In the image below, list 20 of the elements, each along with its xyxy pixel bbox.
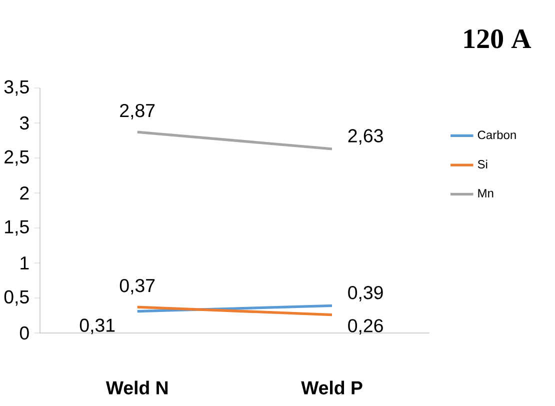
x-tick-label: Weld N	[106, 380, 168, 394]
data-label: 0,31	[80, 318, 115, 334]
y-tick-label: 0	[20, 326, 29, 340]
legend-label: Carbon	[478, 130, 516, 140]
data-label: 0,37	[120, 278, 155, 294]
y-tick-label: 0,5	[4, 290, 29, 306]
y-tick-label: 1	[20, 256, 29, 270]
data-label: 0,26	[348, 319, 383, 335]
data-label: 2,87	[120, 104, 155, 120]
text: 120 A	[464, 29, 532, 48]
legend-label: Mn	[478, 189, 494, 198]
y-tick-label: 1,5	[5, 220, 29, 236]
y-tick-label: 2	[20, 186, 29, 200]
x-tick-label: Weld P	[301, 380, 362, 394]
data-label: 0,39	[348, 286, 383, 302]
data-label: 2,63	[348, 129, 383, 145]
y-tick-label: 3	[20, 116, 29, 130]
y-tick-label: 3,5	[4, 80, 29, 96]
y-tick-label: 2,5	[4, 150, 29, 166]
legend-label: Si	[478, 160, 488, 169]
